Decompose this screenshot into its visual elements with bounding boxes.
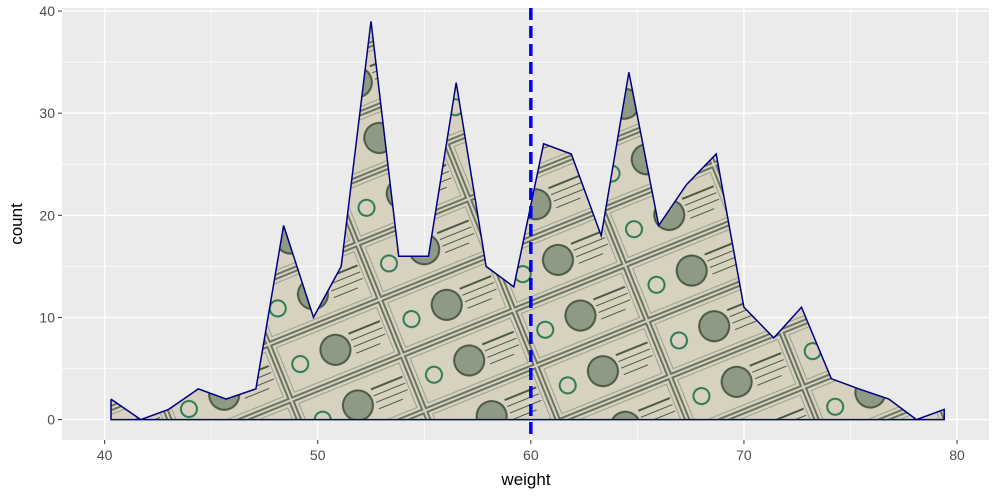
x-tick-label: 50 <box>310 447 326 463</box>
y-tick-label: 10 <box>39 309 55 325</box>
y-tick-label: 0 <box>47 412 55 428</box>
y-tick-label: 40 <box>39 3 55 19</box>
x-axis-title: weight <box>500 470 550 489</box>
x-tick-label: 40 <box>97 447 113 463</box>
frequency-area-fill <box>111 21 945 420</box>
frequency-polygon-line <box>110 21 945 421</box>
x-axis-ticks: 40 50 60 70 80 <box>97 440 965 463</box>
x-tick-label: 70 <box>736 447 752 463</box>
y-axis-ticks: 0 10 20 30 40 <box>39 3 62 428</box>
y-tick-label: 30 <box>39 105 55 121</box>
x-tick-label: 80 <box>949 447 965 463</box>
x-tick-label: 60 <box>523 447 539 463</box>
y-tick-label: 20 <box>39 207 55 223</box>
y-axis-title: count <box>7 203 26 245</box>
